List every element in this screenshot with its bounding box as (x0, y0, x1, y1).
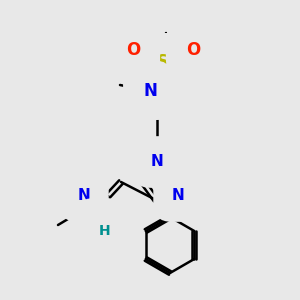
Text: N: N (143, 82, 157, 100)
Text: N: N (172, 188, 184, 203)
Text: N: N (94, 217, 106, 232)
Text: N: N (78, 188, 90, 203)
Text: H: H (99, 224, 111, 238)
Text: S: S (157, 53, 169, 71)
Text: O: O (126, 41, 140, 59)
Text: N: N (151, 154, 164, 169)
Text: O: O (186, 41, 200, 59)
